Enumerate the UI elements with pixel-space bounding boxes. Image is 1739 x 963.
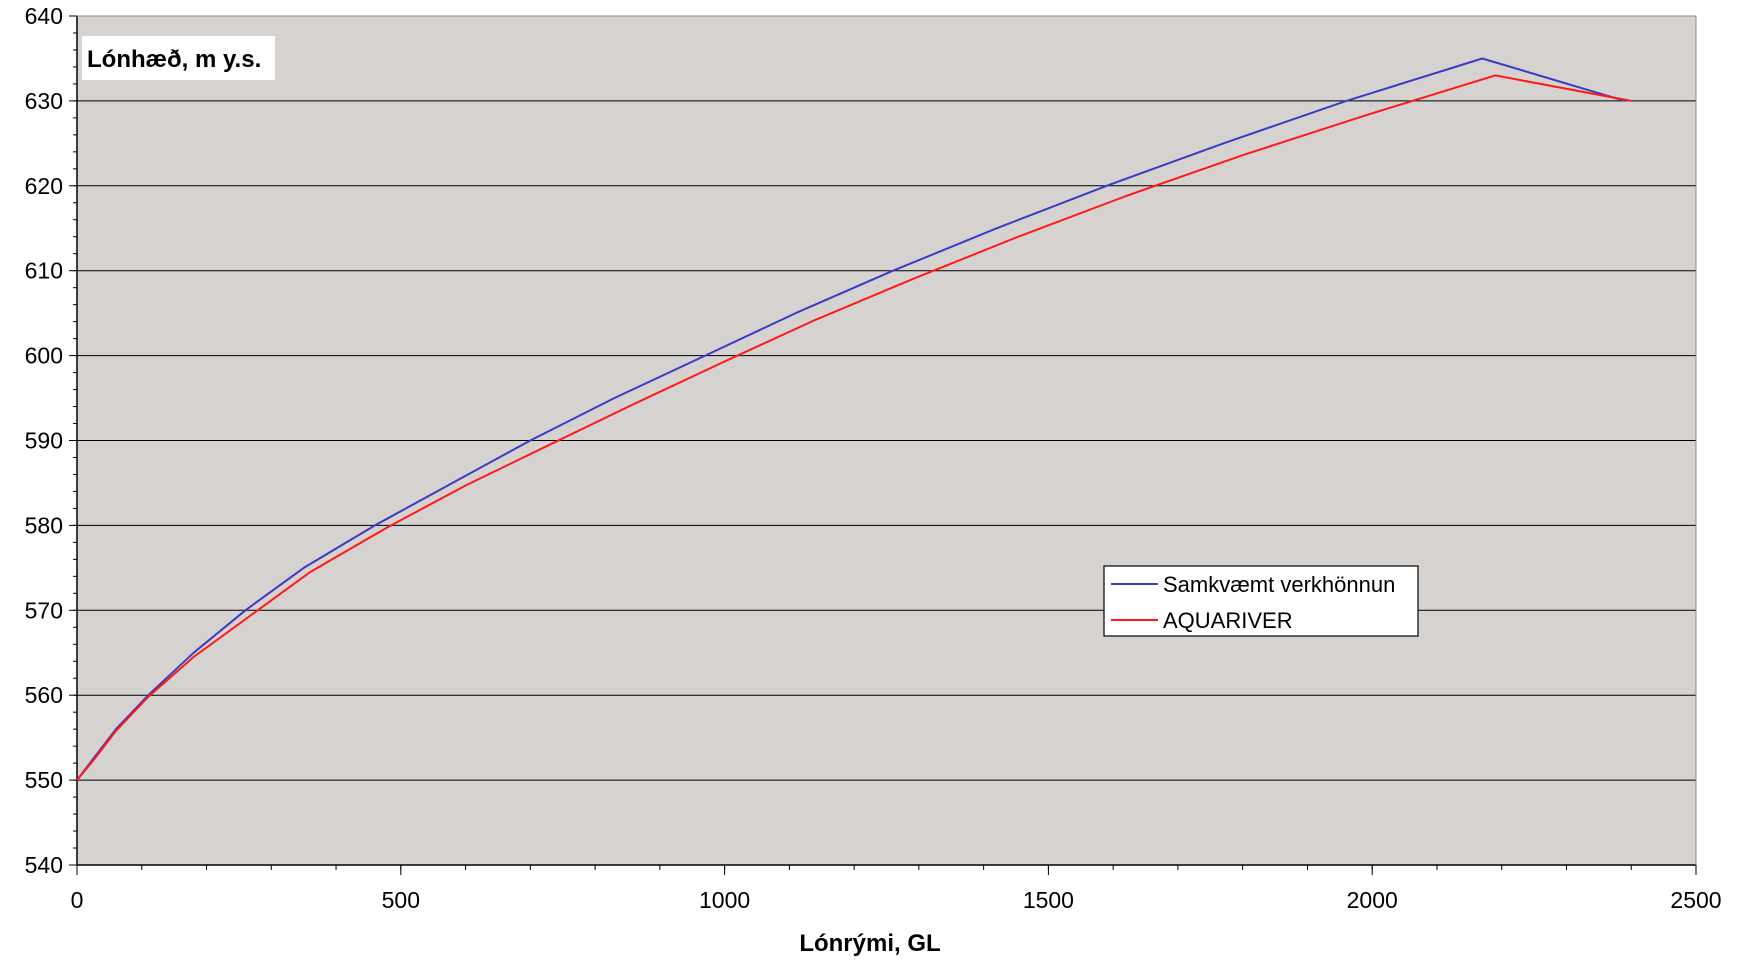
- y-tick-label-580: 580: [25, 512, 63, 538]
- y-tick-label-590: 590: [25, 428, 63, 454]
- x-axis-title: Lónrými, GL: [799, 930, 940, 957]
- series-line-0: [76, 57, 1626, 781]
- legend-label-samkvaemt: Samkvæmt verkhönnun: [1163, 572, 1395, 597]
- legend: Samkvæmt verkhönnun AQUARIVER: [1103, 565, 1419, 637]
- series-line-1: [76, 74, 1632, 781]
- y-axis: 540 550 560 570 580 590 600 610 620 630 640: [25, 3, 78, 878]
- y-axis-title-box: Lónhæð, m y.s.: [82, 36, 275, 80]
- x-tick-label-2500: 2500: [1670, 887, 1721, 913]
- x-tick-label-2000: 2000: [1347, 887, 1398, 913]
- y-tick-label-540: 540: [25, 852, 63, 878]
- x-tick-label-500: 500: [382, 887, 420, 913]
- x-tick-label-1500: 1500: [1023, 887, 1074, 913]
- legend-box: [1103, 565, 1419, 637]
- x-tick-label-1000: 1000: [699, 887, 750, 913]
- legend-label-aquariver: AQUARIVER: [1163, 608, 1293, 633]
- y-tick-label-560: 560: [25, 682, 63, 708]
- y-tick-label-610: 610: [25, 258, 63, 284]
- y-tick-label-640: 640: [25, 3, 63, 29]
- series-group: [76, 57, 1632, 781]
- y-tick-label-600: 600: [25, 343, 63, 369]
- y-tick-label-550: 550: [25, 767, 63, 793]
- y-tick-label-570: 570: [25, 597, 63, 623]
- x-axis: 0 500 1000 1500 2000 2500: [71, 15, 1722, 913]
- y-tick-label-630: 630: [25, 88, 63, 114]
- y-tick-label-620: 620: [25, 173, 63, 199]
- y-axis-title: Lónhæð, m y.s.: [87, 46, 261, 73]
- gridlines: [77, 100, 1696, 781]
- x-tick-label-0: 0: [71, 887, 84, 913]
